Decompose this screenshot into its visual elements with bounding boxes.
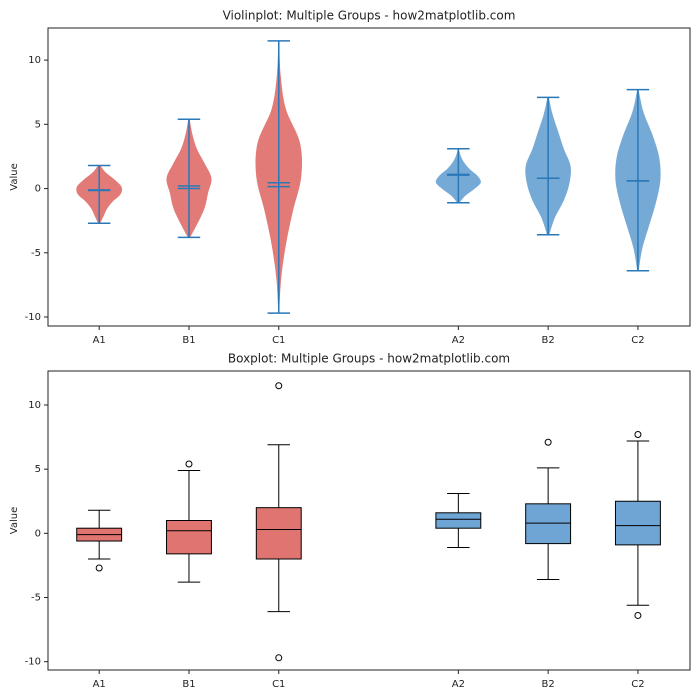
x-tick-label: B1 xyxy=(182,679,195,690)
box xyxy=(435,512,482,529)
y-tick-label: 10 xyxy=(28,400,41,411)
flier xyxy=(275,654,283,662)
axes-frame xyxy=(47,370,691,671)
box xyxy=(255,507,302,560)
x-tick-label: A2 xyxy=(452,335,465,346)
y-axis-label: Value xyxy=(9,163,20,190)
flier xyxy=(634,431,642,439)
y-tick-label: 5 xyxy=(35,464,41,475)
flier xyxy=(95,564,103,572)
y-tick-label: 5 xyxy=(35,119,41,130)
chart-title: Boxplot: Multiple Groups - how2matplotli… xyxy=(228,352,510,366)
x-tick-label: C2 xyxy=(631,335,644,346)
x-tick-label: C1 xyxy=(272,679,285,690)
y-tick-label: 10 xyxy=(28,55,41,66)
flier xyxy=(275,382,283,390)
box xyxy=(525,503,572,545)
flier xyxy=(634,611,642,619)
box xyxy=(614,500,661,546)
y-tick-label: -10 xyxy=(25,657,41,668)
y-tick-label: -10 xyxy=(25,312,41,323)
y-tick-label: 0 xyxy=(35,528,41,539)
axes-frame xyxy=(47,27,691,327)
x-tick-label: C2 xyxy=(631,679,644,690)
y-tick-label: -5 xyxy=(31,248,41,259)
chart-title: Violinplot: Multiple Groups - how2matplo… xyxy=(223,9,516,23)
x-tick-label: B2 xyxy=(542,679,555,690)
x-tick-label: A1 xyxy=(93,335,106,346)
y-axis-label: Value xyxy=(9,507,20,534)
flier xyxy=(185,460,193,468)
flier xyxy=(544,438,552,446)
x-tick-label: C1 xyxy=(272,335,285,346)
x-tick-label: A2 xyxy=(452,679,465,690)
x-tick-label: B2 xyxy=(542,335,555,346)
y-tick-label: 0 xyxy=(35,184,41,195)
x-tick-label: B1 xyxy=(182,335,195,346)
y-tick-label: -5 xyxy=(31,592,41,603)
box xyxy=(166,520,212,555)
x-tick-label: A1 xyxy=(93,679,106,690)
